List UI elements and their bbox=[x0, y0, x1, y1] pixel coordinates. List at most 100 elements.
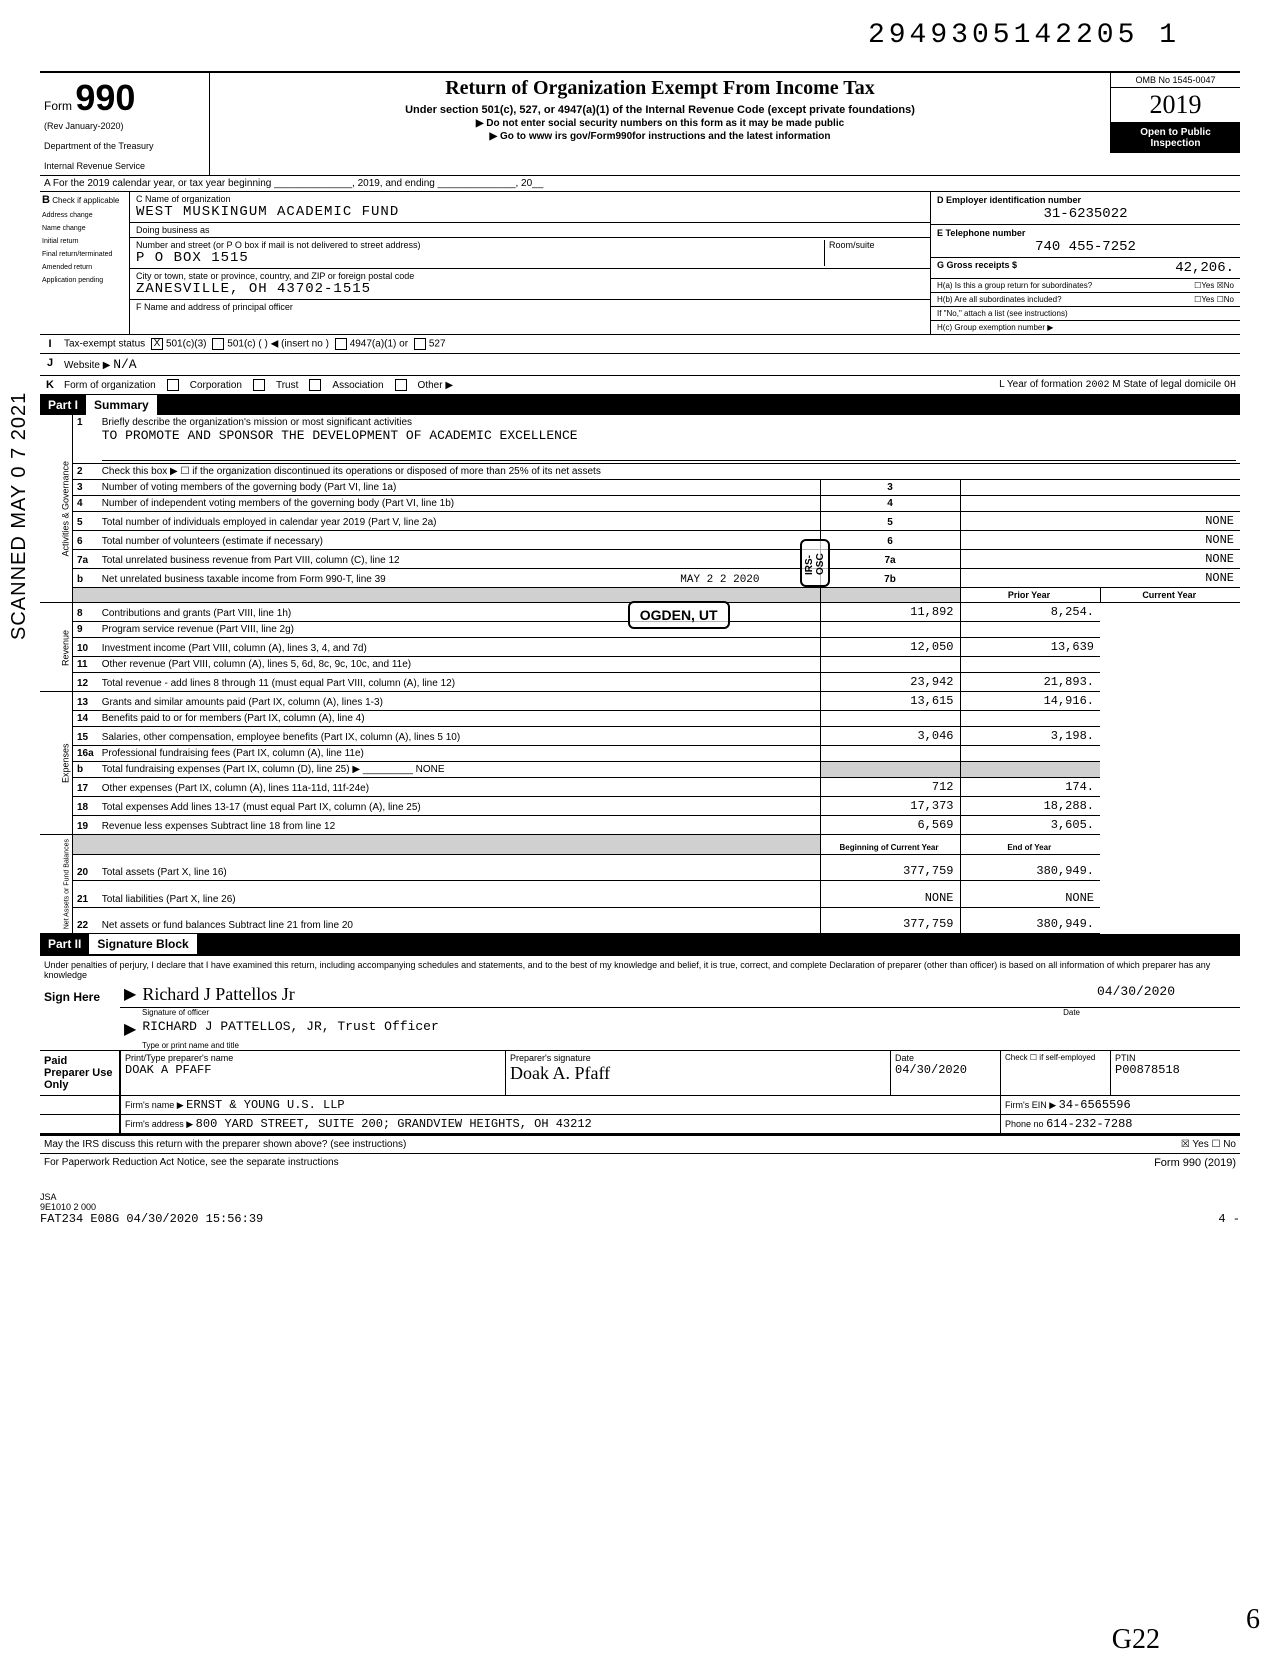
line17-desc: Other expenses (Part IX, column (A), lin… bbox=[98, 778, 820, 797]
line5-val: NONE bbox=[960, 512, 1240, 531]
line19-desc: Revenue less expenses Subtract line 18 f… bbox=[98, 816, 820, 835]
line2-text: Check this box ▶ ☐ if the organization d… bbox=[98, 464, 1240, 480]
4947-label: 4947(a)(1) or bbox=[350, 339, 408, 350]
line6-val: NONE bbox=[960, 531, 1240, 550]
hb-yesno: ☐Yes ☐No bbox=[1194, 295, 1234, 304]
prep-check-header: Check ☐ if self-employed bbox=[1000, 1051, 1110, 1095]
line5-desc: Total number of individuals employed in … bbox=[98, 512, 820, 531]
line17-current: 174. bbox=[960, 778, 1100, 797]
address-header: Number and street (or P O box if mail is… bbox=[136, 240, 824, 250]
officer-name-title: RICHARD J PATTELLOS, JR, Trust Officer bbox=[142, 1019, 1236, 1039]
handwritten-6: 6 bbox=[1246, 1604, 1260, 1636]
gov-section-label: Activities & Governance bbox=[40, 415, 73, 603]
part-1-header: Part ISummary bbox=[40, 395, 1240, 415]
check-application: Application pending bbox=[42, 277, 127, 284]
stamp-date: MAY 2 2 2020 bbox=[680, 574, 759, 586]
firm-name: ERNST & YOUNG U.S. LLP bbox=[186, 1098, 344, 1112]
line3-num: 3 bbox=[820, 480, 960, 496]
line7a-desc: Total unrelated business revenue from Pa… bbox=[98, 550, 820, 569]
jsa-label: JSA bbox=[40, 1192, 1240, 1202]
line13-prior: 13,615 bbox=[820, 692, 960, 711]
identification-block: B Check if applicable Address change Nam… bbox=[40, 192, 1240, 335]
line16a-desc: Professional fundraising fees (Part IX, … bbox=[98, 746, 820, 762]
hb-label: H(b) Are all subordinates included? bbox=[937, 295, 1062, 304]
document-id: 2949305142205 1 bbox=[40, 20, 1240, 51]
prep-name-header: Print/Type preparer's name bbox=[125, 1053, 233, 1063]
irs-osc-stamp: IRS-OSC bbox=[800, 539, 830, 587]
other-checkbox bbox=[395, 379, 407, 391]
ein-header: D Employer identification number bbox=[937, 195, 1081, 205]
org-name-header: C Name of organization bbox=[136, 194, 924, 204]
line21-current: NONE bbox=[960, 881, 1100, 908]
line22-desc: Net assets or fund balances Subtract lin… bbox=[98, 907, 820, 934]
line10-desc: Investment income (Part VIII, column (A)… bbox=[98, 638, 820, 657]
officer-name-label: Type or print name and title bbox=[120, 1041, 1240, 1050]
sig-date: 04/30/2020 bbox=[1036, 984, 1236, 1005]
trust-checkbox bbox=[253, 379, 265, 391]
jsa-page: 4 - bbox=[1218, 1212, 1240, 1226]
tax-exempt-label: Tax-exempt status bbox=[64, 339, 145, 350]
501c-checkbox bbox=[212, 338, 224, 350]
check-initial: Initial return bbox=[42, 238, 127, 245]
hb-note: If "No," attach a list (see instructions… bbox=[931, 307, 1240, 321]
firm-name-header: Firm's name ▶ bbox=[125, 1100, 184, 1110]
part1-label: Part I bbox=[48, 398, 78, 412]
tax-year: 2019 bbox=[1111, 88, 1240, 123]
line14-prior bbox=[820, 711, 960, 727]
line10-prior: 12,050 bbox=[820, 638, 960, 657]
line3-val bbox=[960, 480, 1240, 496]
prep-signature: Doak A. Pfaff bbox=[510, 1063, 886, 1084]
may-irs-discuss: May the IRS discuss this return with the… bbox=[44, 1139, 406, 1150]
gross-value: 42,206. bbox=[1175, 260, 1234, 276]
527-label: 527 bbox=[429, 339, 446, 350]
line10-current: 13,639 bbox=[960, 638, 1100, 657]
line18-desc: Total expenses Add lines 13-17 (must equ… bbox=[98, 797, 820, 816]
end-year-header: End of Year bbox=[960, 835, 1100, 855]
year-formation: 2002 bbox=[1085, 380, 1109, 391]
501c-label: 501(c) ( ) ◀ (insert no ) bbox=[227, 339, 329, 350]
current-year-header: Current Year bbox=[1100, 588, 1240, 603]
527-checkbox bbox=[414, 338, 426, 350]
line15-prior: 3,046 bbox=[820, 727, 960, 746]
line7a-num: 7a bbox=[820, 550, 960, 569]
gross-header: G Gross receipts $ bbox=[937, 260, 1017, 276]
row-k-label: K bbox=[40, 376, 60, 394]
line4-num: 4 bbox=[820, 496, 960, 512]
line7b-desc: Net unrelated business taxable income fr… bbox=[98, 569, 820, 588]
line15-current: 3,198. bbox=[960, 727, 1100, 746]
row-i-label: I bbox=[40, 335, 60, 353]
line8-current: 8,254. bbox=[960, 603, 1100, 622]
sign-here-label: Sign Here bbox=[40, 982, 120, 1050]
form-footer: Form 990 (2019) bbox=[1154, 1157, 1236, 1169]
line16b-prior bbox=[820, 762, 960, 778]
trust-label: Trust bbox=[276, 380, 298, 391]
may-irs-yesno: ☒ Yes ☐ No bbox=[1181, 1139, 1236, 1150]
paid-preparer-label: Paid Preparer Use Only bbox=[40, 1051, 120, 1095]
section-b-label: B bbox=[42, 194, 50, 206]
prep-date: 04/30/2020 bbox=[895, 1063, 996, 1077]
line15-desc: Salaries, other compensation, employee b… bbox=[98, 727, 820, 746]
line9-current bbox=[960, 622, 1100, 638]
beginning-year-header: Beginning of Current Year bbox=[820, 835, 960, 855]
ha-label: H(a) Is this a group return for subordin… bbox=[937, 281, 1092, 290]
website-value: N/A bbox=[113, 357, 136, 372]
line17-prior: 712 bbox=[820, 778, 960, 797]
phone-value: 740 455-7252 bbox=[937, 239, 1234, 255]
line12-prior: 23,942 bbox=[820, 673, 960, 692]
line12-desc: Total revenue - add lines 8 through 11 (… bbox=[98, 673, 820, 692]
irs-label: Internal Revenue Service bbox=[44, 161, 205, 171]
dba-header: Doing business as bbox=[136, 225, 924, 235]
check-name: Name change bbox=[42, 225, 127, 232]
website-instruction: ▶ Go to www irs gov/Form990for instructi… bbox=[218, 131, 1102, 142]
inspection: Inspection bbox=[1150, 138, 1200, 149]
prep-sig-header: Preparer's signature bbox=[510, 1053, 591, 1063]
firm-phone: 614-232-7288 bbox=[1046, 1117, 1132, 1131]
org-name: WEST MUSKINGUM ACADEMIC FUND bbox=[136, 204, 399, 220]
line14-desc: Benefits paid to or for members (Part IX… bbox=[98, 711, 820, 727]
line13-current: 14,916. bbox=[960, 692, 1100, 711]
state-domicile: OH bbox=[1224, 380, 1236, 391]
form-prefix: Form bbox=[44, 99, 72, 113]
line1-header: Briefly describe the organization's miss… bbox=[102, 417, 412, 428]
perjury-text: Under penalties of perjury, I declare th… bbox=[40, 958, 1240, 982]
line22-prior: 377,759 bbox=[820, 907, 960, 934]
